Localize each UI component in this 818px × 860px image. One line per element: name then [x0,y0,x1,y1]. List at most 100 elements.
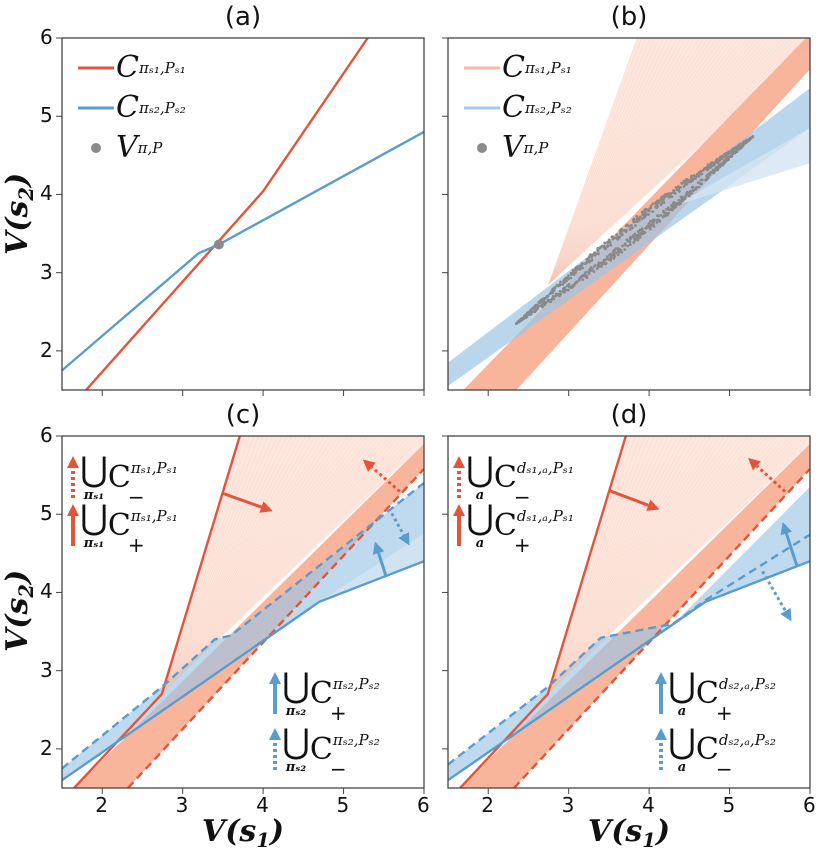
scatter-point [676,202,680,206]
fan-line [547,436,787,695]
union-symbol: ⋃ πₛ₂ [282,722,310,775]
fan-line [547,436,636,695]
scatter-point [628,243,632,247]
scatter-point [711,164,715,168]
union-symbol: ⋃ πₛ₁ [80,450,108,503]
set-superscript: πₛ₁,Pₛ₁ [130,458,178,477]
scatter-point [566,277,570,281]
fan-line [161,436,363,695]
scatter-point [677,185,680,188]
legend-dot-icon [91,142,101,153]
scatter-point [534,308,537,312]
scatter-point [572,284,576,288]
fan-line [548,38,687,285]
scatter-point [633,224,637,227]
scatter-point [715,168,719,172]
scatter-point [524,313,528,317]
scatter-point [705,167,709,171]
fan-line [548,38,806,285]
scatter-point [593,264,596,268]
fan-line [161,436,344,695]
scatter-point [580,261,584,265]
scatter-point [720,154,724,158]
fan-line [548,38,713,285]
legend-sup: πₛ₂,Pₛ₂ [138,98,186,117]
fan-line [161,436,325,695]
scatter-point [561,290,565,294]
scatter-point [632,241,636,244]
fan-line [548,38,647,285]
scatter-point [727,150,731,154]
scatter-point [613,236,617,240]
scatter-point [546,299,550,303]
scatter-point [636,230,640,233]
set-subscript: + [513,532,531,557]
scatter-point [595,267,599,271]
scatter-point [678,201,682,205]
scatter-point [545,294,549,298]
fan-line [547,436,749,695]
scatter-point [649,206,653,210]
union-glyph: ⋃ [466,450,494,490]
set-union-annotation: ⋃ πₛ₁ Cπₛ₁,Pₛ₁ − [66,450,178,509]
scatter-point [569,273,573,277]
fan-line [161,436,420,695]
fan-line [161,436,255,695]
legend-base: C [116,50,139,85]
fan-line [548,38,691,285]
fan-line [548,38,788,285]
fan-line [548,38,731,285]
legend-base: C [502,90,525,125]
fan-line [547,436,773,695]
scatter-point [626,244,630,248]
scatter-point [623,243,627,247]
scatter-point [542,303,546,307]
scatter-point [596,265,600,268]
union-subscript: a [677,760,687,775]
scatter-point [638,228,642,232]
scatter-point [628,237,632,241]
arrow-head [780,607,792,622]
set-subscript: − [715,756,733,781]
y-label-text: V(s [0,597,36,652]
series-line [73,436,241,788]
union-subscript: πₛ₁ [83,488,105,503]
scatter-point [620,233,624,237]
set-superscript: πₛ₂,Pₛ₂ [332,674,380,693]
fan-line [161,436,396,695]
scatter-point [636,233,639,237]
scatter-point [638,215,642,219]
scatter-point [641,228,644,232]
scatter-point [741,143,745,147]
legend-line-icon [78,106,114,109]
fan-line [548,38,771,285]
scatter-point [602,261,605,265]
fan-line [547,436,726,695]
scatter-point [552,287,556,291]
scatter-point [646,213,650,217]
set-union-annotation: ⋃ πₛ₂ Cπₛ₂,Pₛ₂ − [268,722,380,781]
scatter-point [681,197,685,201]
set-symbol: Cdₛ₂,ₐ,Pₛ₂ − [695,731,776,781]
series-line [513,468,810,788]
set-base: C [695,731,719,767]
scatter-point [657,218,661,222]
scatter-point [722,161,726,165]
scatter-point [609,258,613,262]
axes-frame [61,435,425,789]
y-label-close: ) [0,569,36,585]
legend-sup: πₛ₁,Pₛ₁ [138,58,186,77]
scatter-point [655,205,659,209]
y-tick-label: 5 [40,103,53,128]
scatter-point [565,288,568,292]
scatter-point [540,304,544,308]
scatter-point [658,199,662,203]
set-union-annotation: ⋃ a Cdₛ₂,ₐ,Pₛ₂ − [654,722,776,781]
scatter-point [611,250,615,254]
fan-line [547,436,735,695]
direction-arrow [784,532,799,568]
scatter-point [581,273,585,277]
union-subscript: a [475,488,485,503]
